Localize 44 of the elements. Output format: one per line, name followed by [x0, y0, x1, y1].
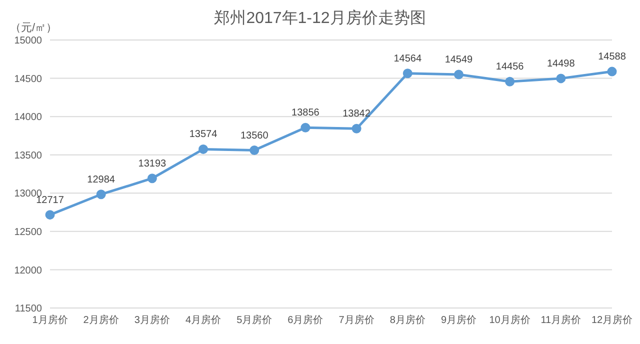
point	[454, 70, 464, 80]
x-tick-label: 3月房价	[134, 314, 170, 326]
data-label: 13856	[292, 108, 320, 119]
data-label: 14564	[394, 53, 422, 64]
point	[147, 174, 157, 184]
point	[352, 124, 362, 134]
point	[250, 146, 260, 156]
point	[300, 122, 310, 132]
y-tick-label: 15000	[14, 36, 42, 47]
data-label: 13574	[189, 129, 218, 140]
point	[198, 144, 208, 154]
y-tick-label: 14000	[14, 112, 42, 124]
x-tick-label: 7月房价	[338, 314, 374, 326]
chart-title: 郑州2017年1-12月房价走势图	[214, 10, 426, 27]
x-tick-label: 11月房价	[540, 314, 582, 326]
y-tick-label: 12000	[14, 265, 42, 276]
y-tick-label: 12500	[14, 226, 42, 238]
data-label: 12717	[36, 194, 64, 206]
point	[96, 190, 106, 200]
point	[402, 68, 412, 78]
data-label: 14549	[444, 54, 474, 66]
data-label: 14498	[547, 58, 576, 70]
data-label: 12984	[87, 174, 116, 186]
point	[607, 66, 617, 76]
point	[45, 210, 55, 220]
x-tick-label: 1月房价	[32, 314, 68, 326]
data-label: 14588	[598, 52, 626, 63]
point	[505, 76, 515, 86]
y-tick-label: 13500	[14, 150, 42, 162]
x-tick-label: 6月房价	[288, 314, 324, 326]
x-tick-label: 12月房价	[591, 314, 633, 326]
point	[556, 74, 566, 84]
x-tick-label: 2月房价	[83, 314, 119, 326]
x-tick-label: 9月房价	[440, 314, 477, 326]
x-tick-label: 10月房价	[489, 314, 530, 326]
data-label: 13193	[138, 158, 167, 170]
y-tick-label: 14500	[14, 74, 42, 85]
data-label: 13560	[240, 130, 269, 142]
y-tick-label: 11500	[14, 304, 42, 315]
data-label: 14456	[496, 62, 524, 73]
y-axis-title: （元/㎡）	[10, 21, 58, 35]
x-tick-label: 4月房价	[185, 314, 222, 326]
x-tick-label: 5月房价	[236, 314, 272, 326]
x-tick-label: 8月房价	[390, 314, 426, 326]
